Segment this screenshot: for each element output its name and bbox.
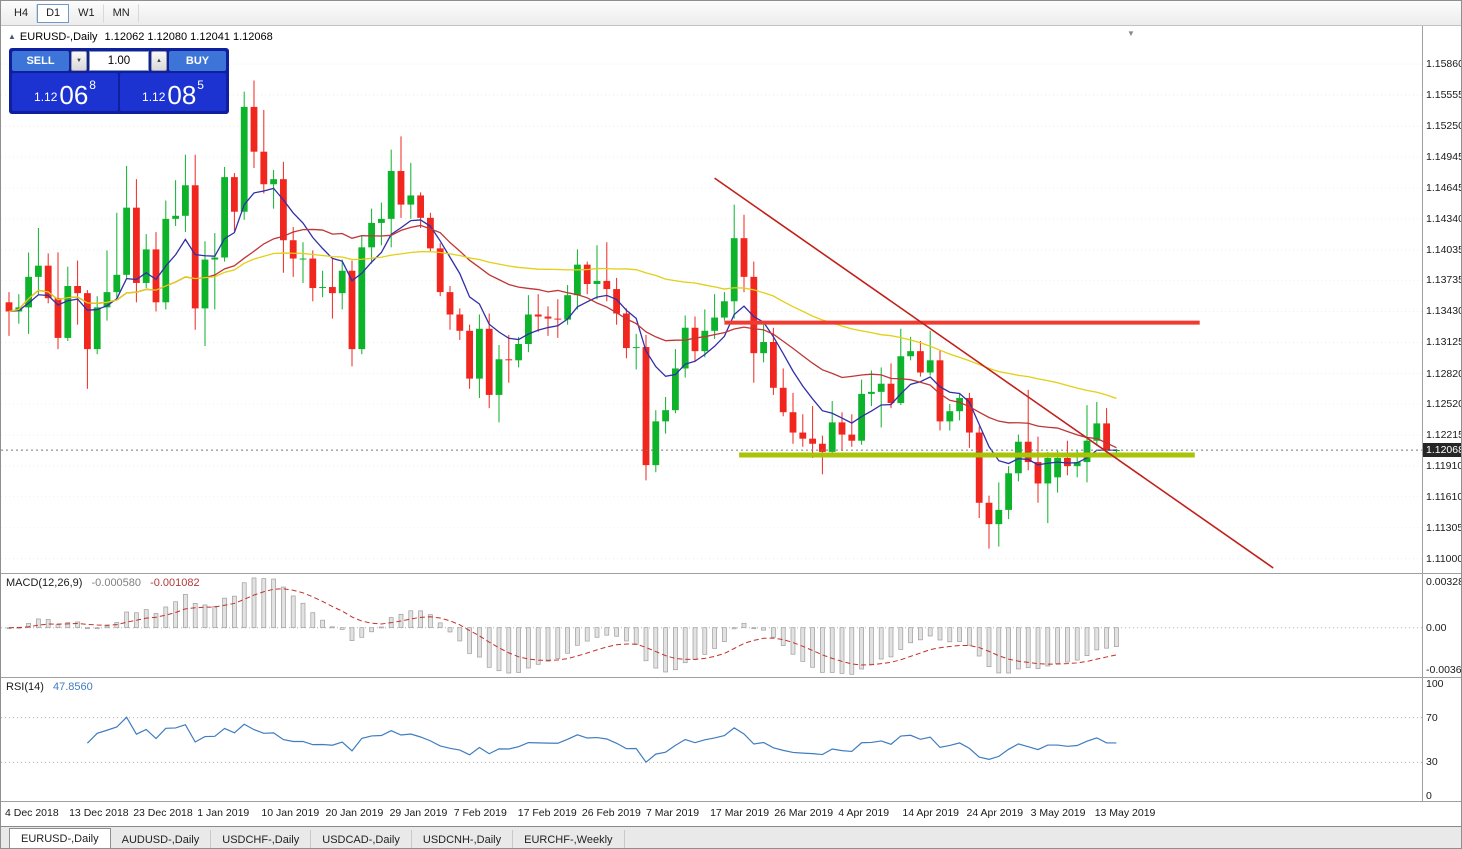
rsi-axis[interactable]: 100 70 30 0 <box>1422 678 1461 802</box>
rsi-label: RSI(14) 47.8560 <box>6 681 93 693</box>
sell-price-quote[interactable]: 1.12 06 8 <box>12 73 118 111</box>
chart-tab-audusd-daily[interactable]: AUDUSD-,Daily <box>111 830 212 848</box>
buy-price-point: 5 <box>197 78 204 92</box>
date-label: 7 Feb 2019 <box>453 807 507 819</box>
buy-price-pips: 08 <box>167 80 197 110</box>
macd-axis[interactable]: 0.003287 0.00 -0.003655 <box>1422 574 1462 677</box>
date-label: 1 Jan 2019 <box>197 807 250 819</box>
chart-symbol-label: EURUSD-,Daily <box>19 31 98 43</box>
chart-shift-icon[interactable]: ▼ <box>1127 29 1135 38</box>
rsi-chart[interactable] <box>1 678 1422 802</box>
price-tick: 1.13430 <box>1426 305 1462 318</box>
price-tick: 1.14945 <box>1426 151 1462 164</box>
one-click-trading-panel: SELL ▼ 1.00 ▲ BUY 1.12 06 8 1.12 08 5 <box>9 48 229 114</box>
macd-name: MACD(12,26,9) <box>6 577 83 589</box>
timeframe-button-d1[interactable]: D1 <box>37 3 70 23</box>
price-tick: 1.12520 <box>1426 398 1462 411</box>
chart-tab-eurusd-daily[interactable]: EURUSD-,Daily <box>9 828 111 848</box>
date-axis[interactable]: 4 Dec 2018 13 Dec 2018 23 Dec 2018 1 Jan 20… <box>1 801 1461 826</box>
rsi-level-label: 0 <box>1426 790 1432 802</box>
macd-signal-value: -0.001082 <box>150 577 200 589</box>
volume-input[interactable]: 1.00 <box>89 51 149 71</box>
timeframe-buttons: H4 D1 W1 MN <box>5 3 139 23</box>
date-label: 24 Apr 2019 <box>966 807 1024 819</box>
rsi-level-label: 100 <box>1426 678 1444 690</box>
trade-controls-row: SELL ▼ 1.00 ▲ BUY <box>12 51 226 71</box>
date-label: 7 Mar 2019 <box>646 807 700 819</box>
date-label: 10 Jan 2019 <box>261 807 320 819</box>
rsi-level-label: 30 <box>1426 756 1438 769</box>
date-label: 26 Feb 2019 <box>581 807 641 819</box>
macd-scale-bottom: -0.003655 <box>1426 664 1462 676</box>
price-tick: 1.11910 <box>1426 460 1462 473</box>
price-tick: 1.12820 <box>1426 367 1462 380</box>
price-tick: 1.13735 <box>1426 274 1462 287</box>
buy-button[interactable]: BUY <box>169 51 226 71</box>
rsi-level-label: 70 <box>1426 711 1438 724</box>
date-label: 14 Apr 2019 <box>902 807 960 819</box>
price-tick: 1.14035 <box>1426 243 1462 256</box>
rsi-name: RSI(14) <box>6 681 44 693</box>
price-tick: 1.15250 <box>1426 120 1462 133</box>
chart-tab-usdcnh-daily[interactable]: USDCNH-,Daily <box>412 830 514 848</box>
chevron-up-icon: ▲ <box>156 58 162 64</box>
date-label: 23 Dec 2018 <box>133 807 193 819</box>
sell-price-point: 8 <box>89 78 96 92</box>
date-label: 17 Mar 2019 <box>710 807 770 819</box>
price-tick: 1.14340 <box>1426 212 1462 225</box>
rsi-value: 47.8560 <box>52 681 93 693</box>
sell-button[interactable]: SELL <box>12 51 69 71</box>
date-label: 13 May 2019 <box>1094 807 1156 819</box>
date-label: 20 Jan 2019 <box>325 807 384 819</box>
price-tick: 1.11305 <box>1426 521 1462 534</box>
volume-increase-button[interactable]: ▲ <box>151 51 167 71</box>
macd-scale-top: 0.003287 <box>1426 576 1461 588</box>
timeframe-toolbar: H4 D1 W1 MN <box>1 1 1461 26</box>
timeframe-button-w1[interactable]: W1 <box>69 3 104 23</box>
price-tick: 1.12215 <box>1426 429 1462 442</box>
timeframe-button-mn[interactable]: MN <box>104 3 139 23</box>
chart-tab-usdcad-daily[interactable]: USDCAD-,Daily <box>311 830 412 848</box>
trade-quotes-row: 1.12 06 8 1.12 08 5 <box>12 73 226 111</box>
date-label: 3 May 2019 <box>1030 807 1086 819</box>
macd-label: MACD(12,26,9) -0.000580 -0.001082 <box>6 577 200 589</box>
price-tick: 1.11000 <box>1426 552 1462 565</box>
chart-title: ▲ EURUSD-,Daily 1.12062 1.12080 1.12041 1.… <box>8 31 273 43</box>
buy-price-quote[interactable]: 1.12 08 5 <box>120 73 226 111</box>
price-tick: 1.13125 <box>1426 336 1462 349</box>
macd-main-value: -0.000580 <box>91 577 142 589</box>
macd-scale-zero: 0.00 <box>1426 621 1447 634</box>
buy-price-prefix: 1.12 <box>142 90 166 104</box>
sell-price-pips: 06 <box>59 80 89 110</box>
macd-chart[interactable] <box>1 574 1422 678</box>
price-tick: 1.15860 <box>1426 58 1462 71</box>
price-tick: 1.11610 <box>1426 490 1462 503</box>
macd-panel: MACD(12,26,9) -0.000580 -0.001082 0.0032… <box>1 573 1462 678</box>
chevron-down-icon: ▼ <box>76 58 82 64</box>
date-label: 4 Dec 2018 <box>5 807 59 819</box>
rsi-panel: RSI(14) 47.8560 100 70 30 0 <box>1 677 1461 802</box>
date-label: 29 Jan 2019 <box>389 807 448 819</box>
price-axis[interactable]: 1.12068 1.15860 1.15555 1.15250 1.14945 1.14… <box>1422 26 1462 573</box>
date-label: 17 Feb 2019 <box>517 807 577 819</box>
chart-tabs-bar: EURUSD-,Daily AUDUSD-,Daily USDCHF-,Daily U… <box>1 826 1461 848</box>
current-price-tag: 1.12068 <box>1423 443 1461 458</box>
date-label: 26 Mar 2019 <box>774 807 834 819</box>
candlestick-chart[interactable] <box>1 26 1422 573</box>
date-label: 13 Dec 2018 <box>69 807 129 819</box>
timeframe-button-h4[interactable]: H4 <box>5 3 38 23</box>
date-label: 4 Apr 2019 <box>838 807 890 819</box>
chart-ohlc-values: 1.12062 1.12080 1.12041 1.12068 <box>104 31 273 43</box>
sell-price-prefix: 1.12 <box>34 90 58 104</box>
price-chart-panel: ▲ EURUSD-,Daily 1.12062 1.12080 1.12041 1.… <box>1 26 1462 573</box>
volume-decrease-button[interactable]: ▼ <box>71 51 87 71</box>
price-tick: 1.15555 <box>1426 89 1462 102</box>
chart-tab-usdchf-daily[interactable]: USDCHF-,Daily <box>211 830 312 848</box>
chart-tab-eurchf-weekly[interactable]: EURCHF-,Weekly <box>513 830 625 848</box>
collapse-triangle-icon[interactable]: ▲ <box>8 32 16 41</box>
price-tick: 1.14645 <box>1426 181 1462 194</box>
